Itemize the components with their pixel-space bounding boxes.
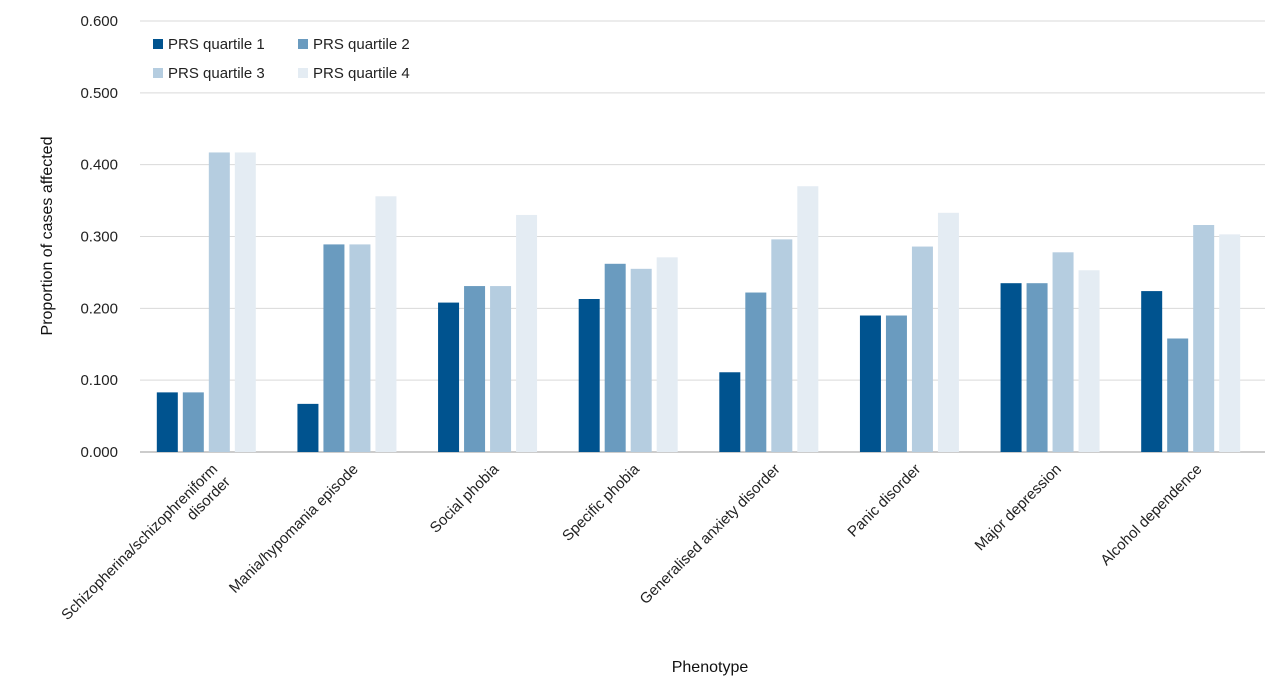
bar-3-2 <box>349 244 371 452</box>
bar-3-4 <box>630 268 652 452</box>
x-category-label-line: Generalised anxiety disorder <box>637 461 784 608</box>
legend-swatch <box>153 39 163 49</box>
x-category-label: Mania/hypomania episode <box>226 461 362 597</box>
legend-swatch <box>153 68 163 78</box>
bar-1-7 <box>1000 283 1022 452</box>
bar-3-7 <box>1052 252 1074 452</box>
legend-label: PRS quartile 3 <box>168 65 265 82</box>
x-category-label: Major depression <box>972 461 1065 554</box>
y-tick-label: 0.500 <box>80 85 118 102</box>
x-category-label: Alcohol dependence <box>1097 461 1205 569</box>
y-tick-label: 0.400 <box>80 157 118 174</box>
x-category-label: Social phobia <box>427 460 503 536</box>
bar-1-5 <box>719 372 741 452</box>
x-category-label-line: Alcohol dependence <box>1097 461 1205 569</box>
y-tick-label: 0.600 <box>80 13 118 30</box>
x-category-label-line: Social phobia <box>427 460 503 536</box>
x-axis-title: Phenotype <box>672 659 749 676</box>
bar-2-3 <box>464 286 486 452</box>
bar-2-6 <box>885 315 907 452</box>
bar-4-5 <box>797 186 819 452</box>
legend: PRS quartile 1 PRS quartile 2 PRS quartile… <box>153 36 410 82</box>
x-category-label: Generalised anxiety disorder <box>637 461 784 608</box>
legend-label: PRS quartile 4 <box>313 65 410 82</box>
legend-swatch <box>298 39 308 49</box>
bar-3-5 <box>771 239 793 452</box>
y-tick-label: 0.000 <box>80 444 118 461</box>
bar-3-1 <box>208 152 230 452</box>
bar-2-5 <box>745 292 767 452</box>
x-category-label: Panic disorder <box>844 461 924 541</box>
y-axis-tick-labels: 0.000 0.100 0.200 0.300 0.400 0.500 0.600 <box>80 13 118 461</box>
bar-3-6 <box>911 246 933 452</box>
bar-1-1 <box>156 392 178 452</box>
x-category-label-line: Mania/hypomania episode <box>226 461 362 597</box>
bar-1-8 <box>1141 291 1163 452</box>
x-category-label-line: Panic disorder <box>844 461 924 541</box>
legend-label: PRS quartile 1 <box>168 36 265 53</box>
bar-4-2 <box>375 196 397 452</box>
x-category-label: Schizopherina/schizophreniformdisorder <box>58 461 234 637</box>
x-category-label: Specific phobia <box>559 460 643 544</box>
bar-2-8 <box>1167 338 1189 452</box>
bar-2-1 <box>182 392 204 452</box>
y-tick-label: 0.100 <box>80 372 118 389</box>
x-category-label-line: Schizopherina/schizophreniform <box>58 461 221 624</box>
x-category-label-line: Major depression <box>972 461 1065 554</box>
legend-swatch <box>298 68 308 78</box>
bar-4-1 <box>234 152 256 452</box>
bar-2-7 <box>1026 283 1048 452</box>
bar-4-6 <box>937 212 959 452</box>
bars <box>156 152 1241 452</box>
x-axis-category-labels: Schizopherina/schizophreniformdisorderMa… <box>58 460 1205 637</box>
bar-4-3 <box>516 214 538 452</box>
bar-4-7 <box>1078 270 1100 452</box>
x-category-label-line: Specific phobia <box>559 460 643 544</box>
bar-2-4 <box>604 263 626 452</box>
bar-1-3 <box>438 302 460 452</box>
bar-1-6 <box>859 315 881 452</box>
bar-4-8 <box>1219 234 1241 452</box>
y-axis-title: Proportion of cases affected <box>39 137 56 336</box>
bar-1-4 <box>578 298 600 452</box>
bar-2-2 <box>323 244 345 452</box>
bar-3-8 <box>1193 225 1215 452</box>
bar-3-3 <box>490 286 512 452</box>
y-tick-label: 0.300 <box>80 229 118 246</box>
legend-label: PRS quartile 2 <box>313 36 410 53</box>
y-tick-label: 0.200 <box>80 300 118 317</box>
bar-1-2 <box>297 403 319 452</box>
bar-4-4 <box>656 257 678 452</box>
